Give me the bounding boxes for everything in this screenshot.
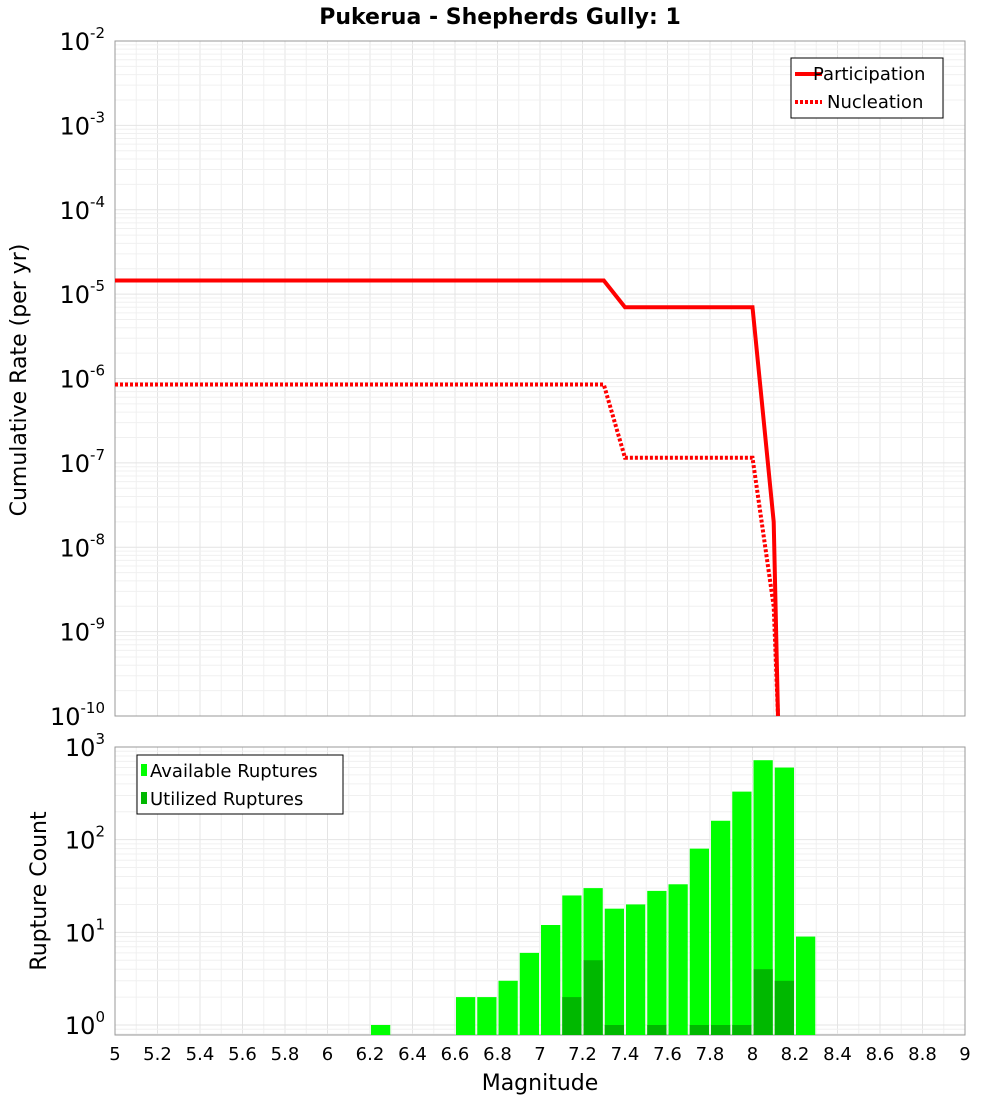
y-tick-label: 10-7	[59, 446, 105, 478]
bar-available	[753, 760, 773, 1035]
bar-available	[711, 820, 731, 1035]
bar-utilized	[689, 1025, 709, 1035]
bar-utilized	[604, 1025, 624, 1035]
y-tick-label: 103	[65, 730, 105, 762]
y-tick-label: 102	[65, 823, 105, 855]
grid	[114, 41, 966, 717]
x-tick-label: 8.2	[781, 1044, 810, 1065]
legend-label-available: Available Ruptures	[150, 761, 318, 782]
x-tick-label: 5	[109, 1044, 120, 1065]
series-line-participation	[115, 278, 780, 717]
bar-available	[498, 980, 518, 1035]
bar-available	[689, 848, 709, 1035]
x-tick-label: 5.2	[143, 1044, 172, 1065]
y-tick-label: 10-8	[59, 530, 105, 562]
x-tick-label: 6.4	[398, 1044, 427, 1065]
legend-label-participation: Participation	[813, 64, 925, 85]
plot-frame	[114, 746, 966, 1036]
y-axis-title: Rupture Count	[27, 811, 52, 971]
bar-utilized	[562, 997, 582, 1035]
x-axis-ticks: 5 5.2 5.4 5.6 5.8 6 6.2 6.4 6.6 6.8 7 7.2 7.4 7.6 7.8 8…	[109, 1044, 970, 1065]
bar-utilized	[711, 1025, 731, 1035]
y-tick-label: 101	[65, 915, 105, 947]
grid	[114, 747, 966, 1035]
y-axis-ticks: 10-2 10-3 10-4 10-5 10-6 10-7 10-8 10-9 10-10	[50, 24, 105, 731]
legend-box	[136, 754, 344, 815]
legend: Participation Nucleation	[790, 57, 944, 119]
x-tick-label: 8.6	[866, 1044, 895, 1065]
x-tick-label: 8.4	[823, 1044, 852, 1065]
x-tick-label: 6	[322, 1044, 333, 1065]
bar-available	[796, 936, 816, 1035]
bar-utilized	[774, 980, 794, 1035]
bar-available	[647, 890, 667, 1035]
x-tick-label: 5.8	[271, 1044, 300, 1065]
x-tick-label: 7.4	[611, 1044, 640, 1065]
x-tick-label: 7.2	[568, 1044, 597, 1065]
bars	[371, 760, 816, 1035]
x-tick-label: 5.6	[228, 1044, 257, 1065]
series-line-nucleation	[115, 382, 780, 717]
y-tick-label: 10-9	[59, 615, 105, 647]
bar-available	[519, 952, 539, 1035]
bar-available	[626, 904, 646, 1035]
bar-utilized	[583, 960, 603, 1035]
y-tick-label: 10-3	[59, 108, 105, 140]
legend-swatch	[141, 792, 147, 804]
bar-utilized	[647, 1025, 667, 1035]
y-tick-label: 100	[65, 1008, 105, 1040]
y-tick-label: 10-5	[59, 277, 105, 309]
x-tick-label: 5.4	[186, 1044, 215, 1065]
legend-box	[790, 57, 944, 119]
x-tick-label: 7.8	[696, 1044, 725, 1065]
bar-utilized	[753, 969, 773, 1035]
chart-title: Pukerua - Shepherds Gully: 1	[319, 5, 681, 30]
y-tick-label: 10-10	[50, 699, 105, 731]
x-tick-label: 8	[747, 1044, 758, 1065]
legend: Available Ruptures Utilized Ruptures	[136, 754, 344, 815]
bar-available	[774, 767, 794, 1035]
cumulative-rate-plot: 10-2 10-3 10-4 10-5 10-6 10-7 10-8 10-9 10-10 Cum…	[7, 24, 966, 731]
x-tick-label: 8.8	[908, 1044, 937, 1065]
bar-utilized	[732, 1025, 752, 1035]
y-axis-ticks: 103 102 101 100	[65, 730, 105, 1040]
x-tick-label: 7.6	[653, 1044, 682, 1065]
bar-available	[371, 1025, 391, 1035]
rupture-count-plot: 103 102 101 100 Rupture Count Available Ruptu…	[27, 730, 971, 1096]
y-tick-label: 10-2	[59, 24, 105, 56]
bar-available	[456, 997, 476, 1035]
x-tick-label: 9	[959, 1044, 970, 1065]
legend-label-nucleation: Nucleation	[827, 92, 923, 113]
legend-swatch	[141, 764, 147, 776]
x-tick-label: 6.6	[441, 1044, 470, 1065]
bar-available	[477, 997, 497, 1035]
y-tick-label: 10-4	[59, 193, 105, 225]
series-group	[115, 278, 780, 717]
x-axis-title: Magnitude	[482, 1071, 599, 1096]
legend-label-utilized: Utilized Ruptures	[150, 789, 303, 810]
bar-available	[668, 884, 688, 1035]
plot-frame	[114, 40, 966, 717]
bar-available	[604, 908, 624, 1035]
y-axis-title: Cumulative Rate (per yr)	[7, 244, 32, 517]
x-tick-label: 6.8	[483, 1044, 512, 1065]
bar-available	[541, 924, 561, 1035]
x-tick-label: 7	[534, 1044, 545, 1065]
x-tick-label: 6.2	[356, 1044, 385, 1065]
y-tick-label: 10-6	[59, 362, 105, 394]
bar-available	[732, 791, 752, 1035]
